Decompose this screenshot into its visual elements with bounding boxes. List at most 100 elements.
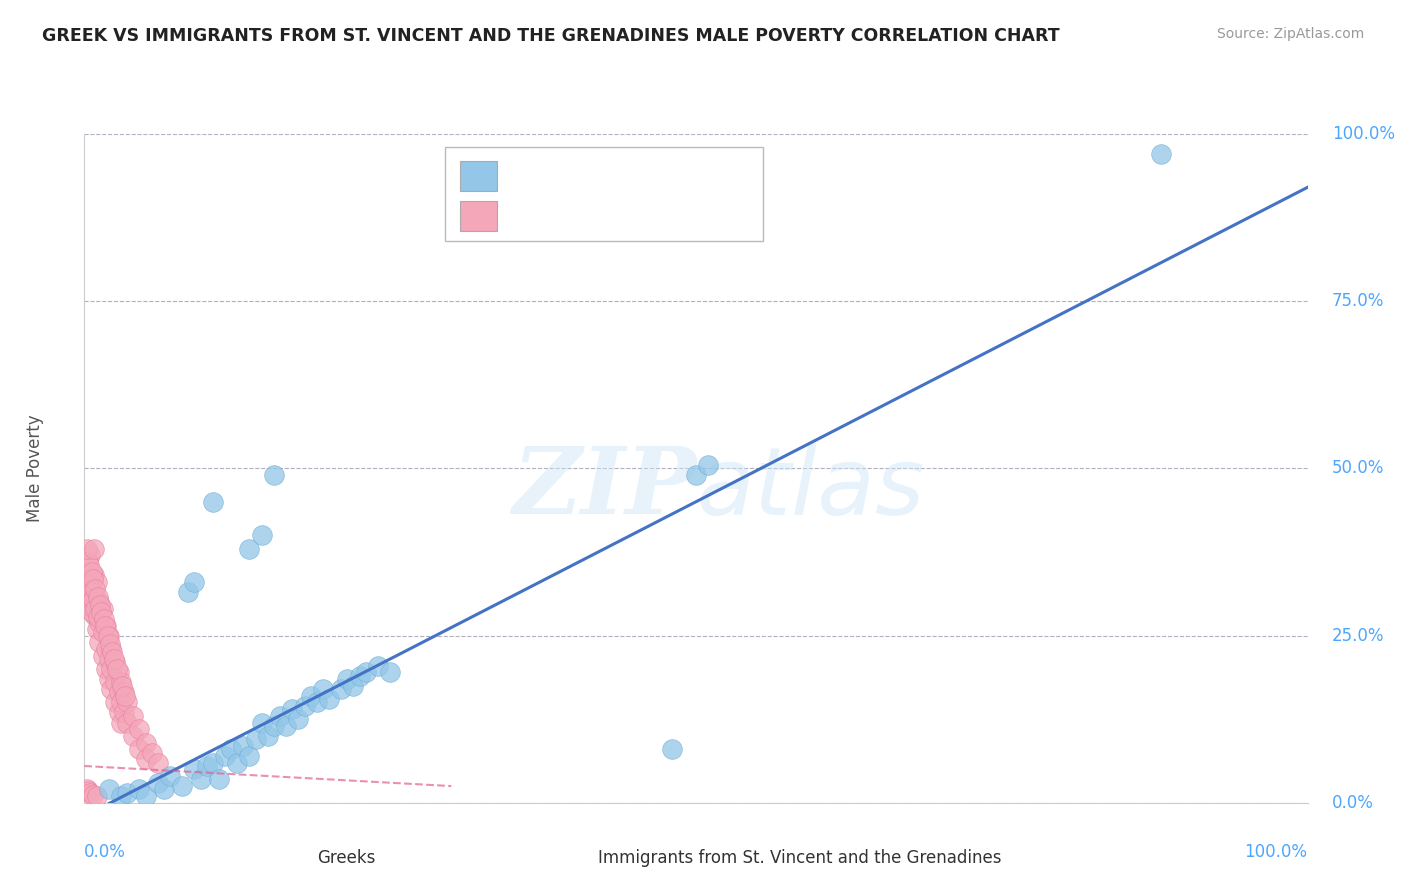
FancyBboxPatch shape: [446, 147, 763, 241]
Point: [82, 591, 104, 606]
Text: ZIP: ZIP: [512, 443, 696, 533]
Point: [1150, 147, 1173, 161]
Point: [183, 762, 205, 776]
Point: [76, 541, 98, 556]
Point: [107, 685, 129, 699]
Point: [80, 605, 103, 619]
Point: [141, 746, 163, 760]
Point: [100, 662, 122, 676]
Point: [219, 742, 242, 756]
Point: [661, 742, 683, 756]
Point: [697, 458, 720, 472]
Point: [86, 622, 108, 636]
Point: [83, 589, 105, 603]
FancyBboxPatch shape: [460, 161, 496, 191]
Point: [97, 628, 120, 642]
Point: [104, 675, 127, 690]
Point: [77, 595, 100, 609]
Text: R = -0.098   N = 71: R = -0.098 N = 71: [512, 207, 689, 225]
Text: 0.0%: 0.0%: [1331, 794, 1374, 812]
Point: [94, 618, 117, 632]
Point: [112, 706, 135, 720]
Point: [83, 541, 105, 556]
Point: [110, 675, 132, 690]
Point: [128, 723, 150, 737]
Point: [135, 735, 157, 749]
Text: 100.0%: 100.0%: [1331, 125, 1395, 143]
Text: Immigrants from St. Vincent and the Grenadines: Immigrants from St. Vincent and the Gren…: [598, 848, 1001, 867]
Point: [77, 578, 100, 592]
Point: [112, 685, 135, 699]
Point: [336, 672, 359, 686]
Point: [96, 642, 118, 657]
Text: Source: ZipAtlas.com: Source: ZipAtlas.com: [1216, 27, 1364, 41]
Point: [342, 679, 364, 693]
Point: [77, 575, 100, 590]
Point: [177, 585, 200, 599]
Point: [96, 618, 118, 632]
Point: [107, 665, 129, 680]
Text: 25.0%: 25.0%: [1331, 626, 1385, 645]
Point: [122, 708, 145, 723]
Point: [312, 681, 335, 696]
Point: [159, 769, 181, 783]
Point: [100, 642, 122, 657]
Point: [263, 719, 285, 733]
Point: [115, 696, 138, 710]
Point: [183, 575, 205, 590]
Point: [97, 652, 120, 666]
Point: [318, 692, 340, 706]
Point: [257, 729, 280, 743]
Text: 75.0%: 75.0%: [1331, 292, 1385, 310]
Point: [104, 696, 127, 710]
Point: [107, 706, 129, 720]
Point: [83, 608, 105, 623]
Point: [76, 782, 98, 797]
Point: [349, 669, 371, 683]
Point: [208, 772, 231, 787]
Point: [250, 715, 273, 730]
Point: [87, 635, 110, 649]
Point: [77, 558, 100, 573]
Point: [114, 689, 136, 703]
Point: [84, 582, 107, 596]
Point: [96, 662, 118, 676]
Point: [91, 625, 114, 640]
Point: [77, 784, 100, 797]
Point: [135, 789, 157, 803]
Point: [128, 742, 150, 756]
Point: [214, 749, 236, 764]
Point: [84, 602, 107, 616]
Point: [91, 602, 114, 616]
Point: [354, 665, 377, 680]
Point: [90, 605, 112, 619]
Point: [103, 652, 125, 666]
Point: [115, 786, 138, 800]
Point: [98, 637, 121, 651]
Point: [685, 468, 707, 483]
Text: Male Poverty: Male Poverty: [27, 415, 45, 522]
Point: [104, 655, 127, 669]
Point: [110, 715, 132, 730]
Point: [77, 599, 100, 613]
Point: [77, 555, 100, 569]
Point: [110, 789, 132, 803]
Point: [79, 786, 101, 800]
Point: [87, 595, 110, 609]
Text: Greeks: Greeks: [316, 848, 375, 867]
Point: [172, 779, 194, 793]
Point: [86, 599, 108, 613]
Point: [87, 615, 110, 630]
Point: [299, 689, 322, 703]
Point: [105, 662, 128, 676]
Point: [226, 756, 249, 770]
Point: [128, 782, 150, 797]
FancyBboxPatch shape: [555, 844, 589, 870]
Point: [201, 756, 224, 770]
Point: [82, 788, 104, 802]
Point: [238, 541, 260, 556]
Point: [367, 658, 389, 673]
Point: [80, 565, 103, 579]
Point: [305, 696, 328, 710]
Point: [330, 681, 353, 696]
